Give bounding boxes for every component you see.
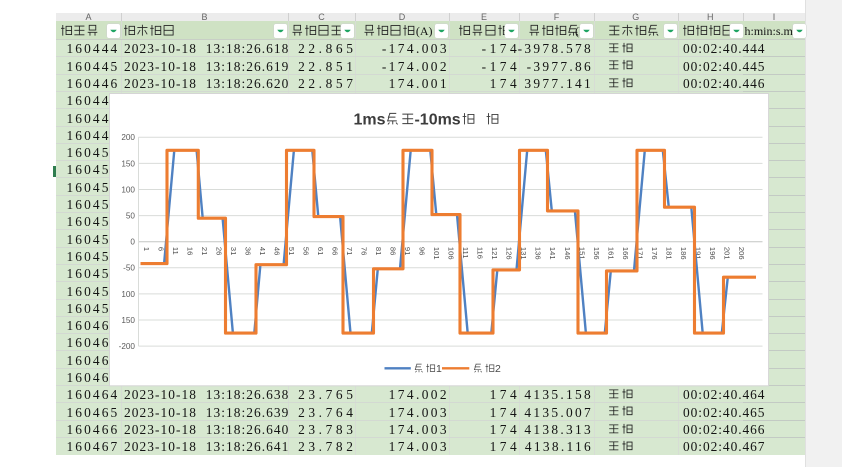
svg-text:106: 106 — [446, 247, 455, 260]
svg-text:116: 116 — [475, 247, 484, 259]
svg-text:111: 111 — [461, 247, 470, 259]
svg-text:200: 200 — [121, 133, 135, 142]
svg-text:146: 146 — [562, 247, 571, 260]
svg-text:201: 201 — [722, 247, 731, 260]
svg-text:100: 100 — [121, 290, 135, 299]
svg-text:196: 196 — [707, 247, 716, 260]
svg-text:126: 126 — [504, 247, 513, 260]
svg-text:136: 136 — [533, 247, 542, 260]
svg-text:41: 41 — [257, 247, 266, 255]
svg-text:141: 141 — [548, 247, 557, 260]
svg-text:1ms: 1ms — [353, 112, 385, 129]
svg-text:36: 36 — [243, 247, 252, 255]
svg-text:161: 161 — [606, 247, 615, 260]
svg-text:91: 91 — [403, 247, 412, 255]
svg-text:76: 76 — [359, 247, 368, 255]
svg-text:-200: -200 — [118, 342, 135, 351]
svg-text:66: 66 — [330, 247, 339, 255]
svg-text:26: 26 — [214, 247, 223, 255]
svg-text:11: 11 — [170, 247, 179, 255]
svg-text:16: 16 — [185, 247, 194, 255]
svg-text:101: 101 — [432, 247, 441, 260]
svg-text:86: 86 — [388, 247, 397, 255]
svg-text:50: 50 — [125, 212, 135, 221]
svg-text:156: 156 — [591, 247, 600, 260]
svg-text:71: 71 — [344, 247, 353, 255]
svg-text:121: 121 — [490, 247, 499, 260]
svg-text:191: 191 — [693, 247, 702, 260]
svg-text:1: 1 — [141, 247, 150, 251]
svg-text:171: 171 — [635, 247, 644, 260]
svg-text:206: 206 — [736, 247, 745, 260]
svg-text:96: 96 — [417, 247, 426, 255]
svg-text:6: 6 — [156, 247, 165, 251]
svg-text:46: 46 — [272, 247, 281, 255]
svg-text:150: 150 — [121, 316, 135, 325]
svg-text:2: 2 — [494, 364, 500, 375]
svg-text:21: 21 — [199, 247, 208, 255]
svg-text:31: 31 — [228, 247, 237, 255]
svg-text:56: 56 — [301, 247, 310, 255]
svg-text:181: 181 — [664, 247, 673, 260]
svg-text:186: 186 — [678, 247, 687, 260]
svg-text:51: 51 — [286, 247, 295, 255]
svg-text:-50: -50 — [123, 264, 135, 273]
svg-text:166: 166 — [620, 247, 629, 260]
svg-text:150: 150 — [121, 160, 135, 169]
svg-text:-10ms: -10ms — [414, 112, 460, 129]
svg-text:131: 131 — [519, 247, 528, 260]
svg-text:151: 151 — [577, 247, 586, 260]
svg-text:81: 81 — [374, 247, 383, 255]
svg-text:0: 0 — [130, 238, 135, 247]
svg-text:1: 1 — [435, 364, 441, 375]
svg-text:100: 100 — [121, 186, 135, 195]
svg-text:176: 176 — [649, 247, 658, 260]
svg-text:61: 61 — [315, 247, 324, 255]
